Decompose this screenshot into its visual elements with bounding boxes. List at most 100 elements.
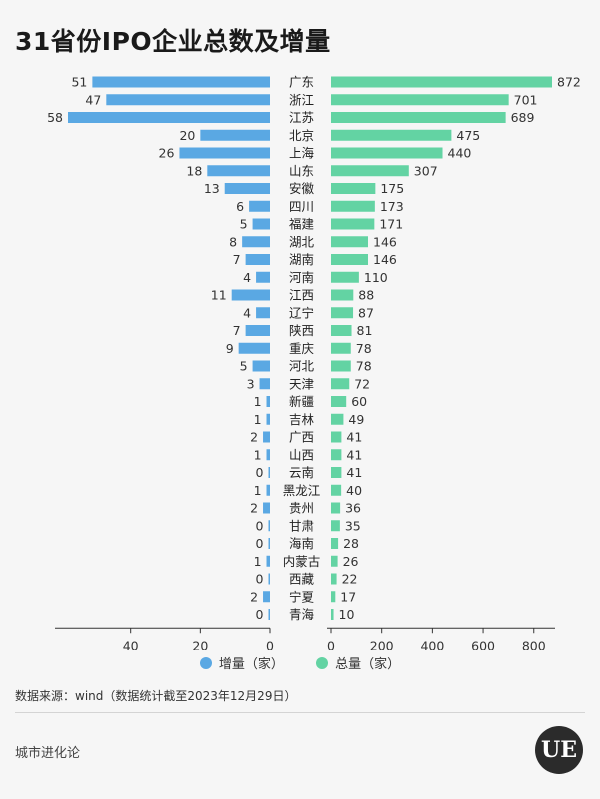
increment-value-label: 1: [254, 447, 262, 462]
increment-value-label: 9: [226, 341, 234, 356]
total-value-label: 701: [514, 92, 538, 107]
increment-value-label: 8: [229, 234, 237, 249]
increment-value-label: 4: [243, 305, 251, 320]
total-value-label: 173: [380, 199, 404, 214]
province-label: 四川: [289, 199, 314, 214]
total-bar: [331, 360, 351, 372]
increment-bar: [106, 94, 270, 106]
increment-value-label: 0: [256, 536, 264, 551]
increment-bar: [263, 502, 270, 514]
total-value-label: 78: [356, 341, 372, 356]
total-bar: [331, 271, 359, 283]
increment-value-label: 1: [254, 483, 262, 498]
total-bar: [331, 325, 352, 336]
province-label: 湖北: [289, 234, 315, 249]
total-value-label: 146: [373, 252, 397, 267]
total-bar: [331, 165, 409, 177]
province-label: 陕西: [289, 323, 314, 338]
province-label: 山西: [289, 447, 314, 462]
total-value-label: 87: [358, 305, 374, 320]
increment-bar: [231, 289, 270, 301]
increment-axis-tick-label: 40: [123, 638, 139, 650]
total-value-label: 440: [448, 146, 472, 161]
total-bar: [331, 307, 354, 319]
total-bar: [331, 200, 375, 212]
increment-value-label: 1: [254, 554, 262, 569]
increment-value-label: 3: [247, 376, 255, 391]
increment-value-label: 7: [233, 323, 241, 338]
total-bar: [331, 502, 341, 514]
total-bar: [331, 94, 509, 106]
province-label: 河南: [289, 270, 314, 285]
increment-bar: [266, 555, 270, 567]
increment-bar: [268, 609, 270, 620]
total-value-label: 40: [346, 483, 362, 498]
total-axis-tick-label: 800: [522, 638, 546, 650]
chart-title: 31省份IPO企业总数及增量: [15, 27, 331, 56]
total-value-label: 41: [346, 465, 362, 480]
province-label: 西藏: [289, 572, 315, 587]
province-label: 广东: [289, 75, 314, 90]
increment-bar: [252, 218, 270, 230]
total-axis-tick-label: 0: [327, 638, 335, 650]
increment-bar: [92, 76, 271, 88]
increment-bar: [224, 183, 270, 194]
increment-bar: [179, 147, 270, 159]
province-label: 福建: [289, 217, 315, 232]
total-value-label: 110: [364, 270, 388, 285]
legend: 增量（家） 总量（家）: [0, 653, 600, 673]
increment-value-label: 7: [233, 252, 241, 267]
total-bar: [331, 112, 506, 123]
total-bar: [331, 129, 452, 141]
province-label: 吉林: [289, 412, 315, 427]
increment-value-label: 6: [236, 199, 244, 214]
increment-value-label: 2: [250, 589, 258, 604]
increment-value-label: 51: [71, 75, 87, 90]
brand-name: 城市进化论: [15, 746, 81, 761]
increment-value-label: 13: [204, 181, 220, 196]
province-label: 黑龙江: [283, 483, 321, 498]
total-bar: [331, 236, 369, 248]
total-value-label: 72: [354, 376, 370, 391]
increment-bar: [245, 254, 270, 265]
total-axis-tick-label: 200: [370, 638, 394, 650]
increment-value-label: 1: [254, 412, 262, 427]
province-label: 云南: [289, 465, 314, 480]
total-value-label: 35: [345, 518, 361, 533]
increment-bar: [256, 271, 270, 283]
total-value-label: 171: [379, 217, 403, 232]
increment-bar: [266, 396, 270, 407]
increment-bar: [249, 200, 270, 212]
total-bar: [331, 591, 336, 603]
increment-bar: [68, 112, 270, 123]
total-bar: [331, 484, 342, 496]
legend-item-total: 总量（家）: [316, 653, 400, 672]
total-value-label: 41: [346, 447, 362, 462]
increment-value-label: 2: [250, 501, 258, 516]
total-value-label: 26: [343, 554, 359, 569]
increment-bar: [256, 307, 270, 319]
total-bar: [331, 413, 344, 425]
province-label: 北京: [289, 128, 314, 143]
increment-value-label: 26: [159, 146, 175, 161]
total-bar: [331, 378, 350, 390]
increment-bar: [245, 325, 270, 336]
total-bar: [331, 396, 347, 407]
increment-value-label: 5: [240, 359, 248, 374]
increment-bar: [268, 538, 270, 549]
total-value-label: 475: [456, 128, 480, 143]
increment-bar: [238, 342, 270, 354]
total-value-label: 81: [357, 323, 373, 338]
increment-value-label: 2: [250, 430, 258, 445]
total-bar: [331, 147, 443, 159]
legend-swatch-increment: [199, 656, 212, 669]
divider: [15, 712, 585, 713]
total-value-label: 689: [511, 110, 535, 125]
province-label: 青海: [289, 607, 315, 622]
total-value-label: 41: [346, 430, 362, 445]
total-bar: [331, 342, 351, 354]
total-bar: [331, 520, 340, 532]
province-label: 浙江: [289, 92, 314, 107]
total-bar: [331, 555, 338, 567]
